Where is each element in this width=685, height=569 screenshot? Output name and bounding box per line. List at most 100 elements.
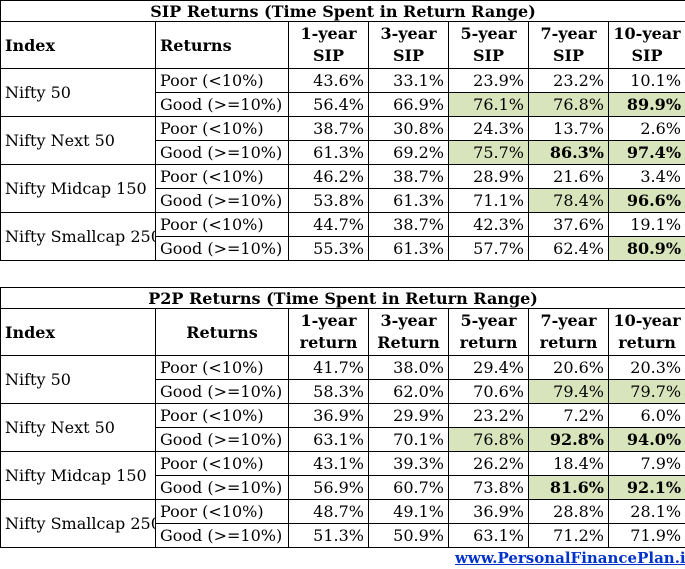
sip-header-returns: Returns [155,21,289,69]
value-cell: 29.4% [448,355,529,380]
value-cell-highlighted: 92.1% [607,475,685,500]
value-cell-highlighted: 81.6% [528,475,609,500]
sip-returns-table: SIP Returns (Time Spent in Return Range)… [0,0,685,261]
value-cell: 6.0% [607,403,685,428]
value-cell: 28.9% [448,164,529,189]
sip-header-index: Index [0,21,156,69]
value-cell: 49.1% [368,499,449,524]
value-cell: 10.1% [607,68,685,93]
table-row: Good (>=10%) 63.1% 70.1% 76.8% 92.8% 94.… [1,427,685,452]
value-cell: 3.4% [607,164,685,189]
value-cell: 66.9% [368,92,449,117]
value-cell: 24.3% [448,116,529,141]
value-cell: 41.7% [288,355,369,380]
value-cell: 33.1% [368,68,449,93]
value-cell: 7.2% [528,403,609,428]
value-cell: 73.8% [448,475,529,500]
value-cell: 42.3% [448,212,529,237]
returns-label: Good (>=10%) [155,236,289,261]
value-cell: 28.1% [607,499,685,524]
table-row: Nifty Midcap 150 Poor (<10%) 46.2% 38.7%… [0,164,685,213]
returns-label: Good (>=10%) [155,523,289,548]
sip-header-1y: 1-year SIP [288,21,369,69]
value-cell: 23.9% [448,68,529,93]
value-cell-highlighted: 89.9% [607,92,685,117]
sip-table-title: SIP Returns (Time Spent in Return Range) [0,0,685,22]
value-cell: 50.9% [368,523,449,548]
sip-header-7y: 7-year SIP [528,21,609,69]
index-name: Nifty Next 50 [0,403,156,452]
value-cell: 44.7% [288,212,369,237]
index-name: Nifty 50 [0,355,156,404]
value-cell-highlighted: 76.8% [528,92,609,117]
returns-label: Poor (<10%) [155,451,289,476]
returns-label: Poor (<10%) [155,116,289,141]
value-cell-highlighted: 86.3% [528,140,609,165]
value-cell: 38.7% [368,212,449,237]
value-cell: 53.8% [288,188,369,213]
value-cell: 38.7% [368,164,449,189]
table-row: Good (>=10%) 53.8% 61.3% 71.1% 78.4% 96.… [1,188,685,213]
returns-label: Good (>=10%) [155,140,289,165]
returns-label: Poor (<10%) [155,212,289,237]
value-cell-highlighted: 92.8% [528,427,609,452]
website-link[interactable]: www.PersonalFinancePlan.in [455,549,685,567]
value-cell: 43.1% [288,451,369,476]
value-cell: 56.9% [288,475,369,500]
returns-label: Good (>=10%) [155,427,289,452]
value-cell: 26.2% [448,451,529,476]
value-cell: 13.7% [528,116,609,141]
returns-label: Poor (<10%) [155,355,289,380]
p2p-header-1y: 1-year return [288,308,369,356]
value-cell: 71.9% [607,523,685,548]
p2p-header-5y: 5-year return [448,308,529,356]
returns-label: Poor (<10%) [155,499,289,524]
index-name: Nifty Smallcap 250 [0,499,156,548]
value-cell: 60.7% [368,475,449,500]
value-cell: 20.6% [528,355,609,380]
index-name: Nifty Next 50 [0,116,156,165]
table-row: Good (>=10%) 56.9% 60.7% 73.8% 81.6% 92.… [1,475,685,500]
value-cell: 55.3% [288,236,369,261]
value-cell-highlighted: 79.4% [528,379,609,404]
table-row: Nifty Midcap 150 Poor (<10%) 43.1% 39.3%… [0,451,685,500]
value-cell: 23.2% [448,403,529,428]
table-row: Nifty 50 Poor (<10%) 43.6% 33.1% 23.9% 2… [0,68,685,117]
value-cell: 71.1% [448,188,529,213]
table-row: Nifty Smallcap 250 Poor (<10%) 44.7% 38.… [0,212,685,261]
value-cell: 19.1% [607,212,685,237]
value-cell-highlighted: 96.6% [607,188,685,213]
p2p-header-returns: Returns [155,308,289,356]
value-cell: 30.8% [368,116,449,141]
table-row: Nifty Next 50 Poor (<10%) 38.7% 30.8% 24… [0,116,685,165]
table-row: Nifty Smallcap 250 Poor (<10%) 48.7% 49.… [0,499,685,548]
value-cell: 36.9% [448,499,529,524]
value-cell-highlighted: 97.4% [607,140,685,165]
value-cell: 21.6% [528,164,609,189]
value-cell: 43.6% [288,68,369,93]
value-cell: 48.7% [288,499,369,524]
table-row: Nifty 50 Poor (<10%) 41.7% 38.0% 29.4% 2… [0,355,685,404]
p2p-returns-table: P2P Returns (Time Spent in Return Range)… [0,287,685,548]
value-cell-highlighted: 76.8% [448,427,529,452]
table-row: Good (>=10%) 61.3% 69.2% 75.7% 86.3% 97.… [1,140,685,165]
index-name: Nifty Smallcap 250 [0,212,156,261]
returns-label: Good (>=10%) [155,379,289,404]
value-cell: 18.4% [528,451,609,476]
value-cell: 39.3% [368,451,449,476]
returns-label: Good (>=10%) [155,92,289,117]
value-cell: 56.4% [288,92,369,117]
table-row: Good (>=10%) 51.3% 50.9% 63.1% 71.2% 71.… [1,523,685,548]
value-cell-highlighted: 79.7% [607,379,685,404]
value-cell: 57.7% [448,236,529,261]
table-row: Good (>=10%) 55.3% 61.3% 57.7% 62.4% 80.… [1,236,685,261]
index-name: Nifty Midcap 150 [0,451,156,500]
returns-label: Poor (<10%) [155,68,289,93]
value-cell: 38.7% [288,116,369,141]
value-cell-highlighted: 78.4% [528,188,609,213]
value-cell: 28.8% [528,499,609,524]
value-cell: 29.9% [368,403,449,428]
index-name: Nifty 50 [0,68,156,117]
value-cell: 23.2% [528,68,609,93]
p2p-table-title: P2P Returns (Time Spent in Return Range) [0,287,685,309]
